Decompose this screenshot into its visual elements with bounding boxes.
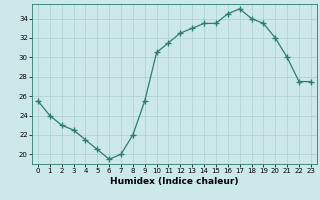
X-axis label: Humidex (Indice chaleur): Humidex (Indice chaleur)	[110, 177, 239, 186]
